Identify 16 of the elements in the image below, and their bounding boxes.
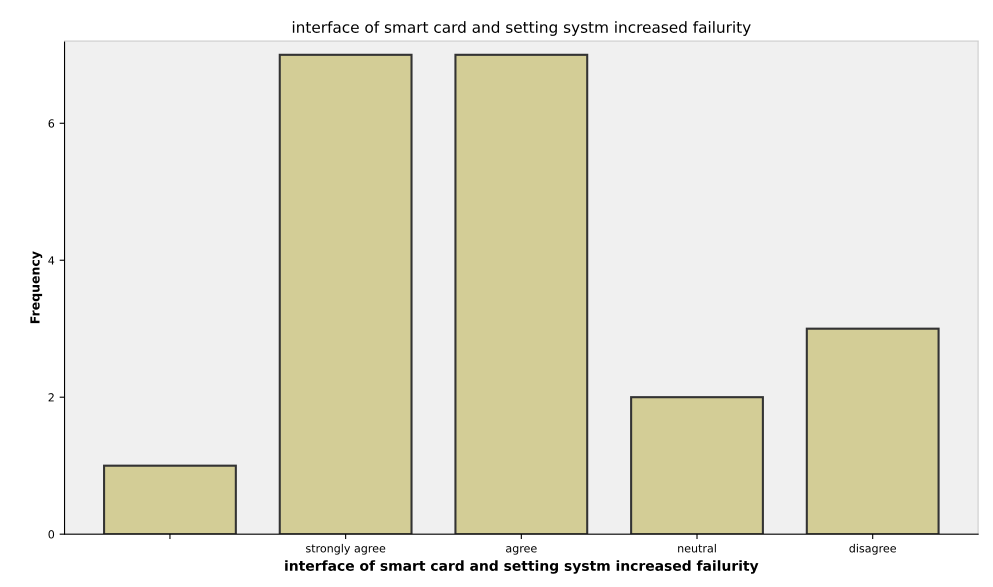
chart-title: interface of smart card and setting systm increased failurity bbox=[292, 21, 751, 36]
x-tick-label: neutral bbox=[678, 544, 716, 552]
y-axis-title: Frequency bbox=[30, 251, 42, 324]
x-tick-label: strongly agree bbox=[306, 544, 386, 555]
y-tick-label: 2 bbox=[48, 393, 54, 402]
bar bbox=[630, 396, 764, 534]
x-tick-label: agree bbox=[506, 546, 537, 555]
bar bbox=[454, 54, 588, 534]
y-tick-label: 4 bbox=[48, 256, 54, 264]
y-tick-label: 0 bbox=[48, 530, 54, 539]
y-tick-label: 6 bbox=[48, 119, 54, 128]
bar bbox=[278, 54, 413, 534]
bar bbox=[806, 328, 940, 534]
x-axis-title: interface of smart card and setting systm increased failurity bbox=[285, 560, 758, 574]
x-tick-label: disagree bbox=[849, 544, 896, 555]
bar bbox=[103, 464, 237, 534]
